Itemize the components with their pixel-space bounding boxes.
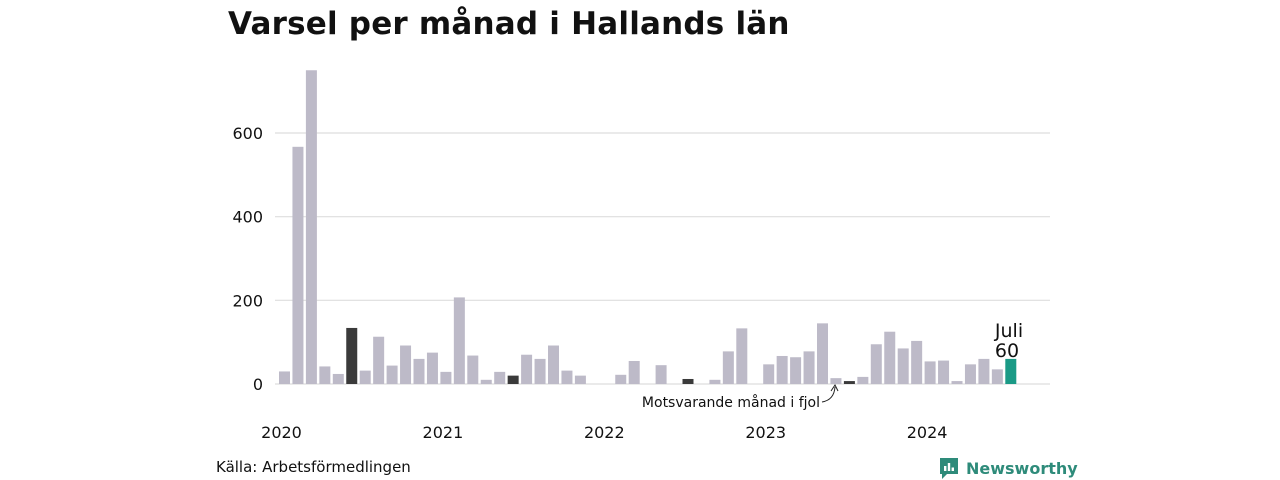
bar-same-month-previous-year xyxy=(843,381,855,384)
bar xyxy=(817,323,828,384)
bar xyxy=(884,331,896,384)
bar xyxy=(400,345,412,384)
source-label: Källa: Arbetsförmedlingen xyxy=(216,458,411,476)
bar xyxy=(453,297,465,384)
current-month-label: Juli xyxy=(994,320,1023,342)
bar xyxy=(911,340,923,384)
bar-same-month-previous-year xyxy=(507,375,519,384)
bar xyxy=(561,370,573,384)
last-year-arrow xyxy=(821,386,836,403)
bar xyxy=(534,358,546,384)
x-tick-label: 2023 xyxy=(745,423,786,442)
current-value-label: 60 xyxy=(995,340,1019,362)
x-tick-label: 2021 xyxy=(423,423,464,442)
y-tick-label: 600 xyxy=(232,124,263,143)
bar xyxy=(292,146,304,384)
bar-current-month xyxy=(1005,358,1017,384)
bar xyxy=(548,345,559,384)
bar xyxy=(736,328,748,384)
bar xyxy=(386,365,398,384)
x-tick-label: 2024 xyxy=(907,423,948,442)
bar xyxy=(467,355,479,384)
bar xyxy=(803,351,815,384)
bar-chart: 0 200 400 600 2020 2021 2022 2023 2024 Juli 60 … xyxy=(232,70,1050,442)
bars xyxy=(279,70,1017,384)
bar xyxy=(830,378,842,384)
last-year-arrowhead xyxy=(830,384,839,392)
bar xyxy=(709,379,721,384)
x-tick-label: 2022 xyxy=(584,423,625,442)
brand-name: Newsworthy xyxy=(966,458,1078,478)
bar xyxy=(279,371,290,384)
bar xyxy=(790,357,802,384)
bar-same-month-previous-year xyxy=(346,327,358,384)
bar xyxy=(924,361,936,384)
bar xyxy=(521,354,533,384)
bar xyxy=(991,369,1003,384)
y-tick-label: 200 xyxy=(232,291,263,310)
bar xyxy=(776,355,788,384)
bar xyxy=(951,381,963,384)
bar xyxy=(615,374,627,384)
bar xyxy=(897,348,909,384)
last-year-annotation: Motsvarande månad i fjol xyxy=(642,394,820,411)
bar xyxy=(480,379,492,384)
bar xyxy=(655,365,667,384)
newsworthy-logo-icon xyxy=(940,458,958,479)
bar xyxy=(857,376,869,384)
bar xyxy=(426,352,438,384)
bar xyxy=(938,360,950,384)
bar xyxy=(440,371,452,384)
x-tick-label: 2020 xyxy=(261,423,302,442)
bar xyxy=(413,358,425,384)
chart-title: Varsel per månad i Hallands län xyxy=(228,6,790,42)
y-tick-label: 0 xyxy=(253,375,263,394)
bar xyxy=(332,373,344,384)
bar xyxy=(373,336,385,384)
bar xyxy=(305,70,317,384)
y-tick-label: 400 xyxy=(232,208,263,227)
bar-same-month-previous-year xyxy=(682,378,694,384)
bar xyxy=(964,364,976,384)
gridlines xyxy=(275,132,1050,385)
bar xyxy=(722,351,734,384)
bar xyxy=(978,358,990,384)
x-axis-tick-labels: 2020 2021 2022 2023 2024 xyxy=(261,423,947,442)
bar xyxy=(763,364,775,384)
bar xyxy=(319,366,331,384)
y-axis-tick-labels: 0 200 400 600 xyxy=(232,124,263,394)
bar xyxy=(870,344,882,384)
bar xyxy=(359,370,371,384)
bar xyxy=(574,375,586,384)
bar xyxy=(494,371,506,384)
brand-logo: Newsworthy xyxy=(938,456,1078,480)
bar xyxy=(628,360,640,384)
annotations: Juli 60 Motsvarande månad i fjol xyxy=(642,320,1023,411)
